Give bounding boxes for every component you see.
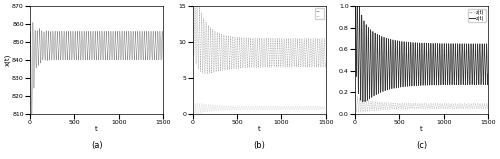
- Text: (c): (c): [416, 141, 427, 150]
- Y-axis label: x(t): x(t): [4, 54, 10, 66]
- X-axis label: t: t: [420, 126, 423, 132]
- Text: (b): (b): [253, 141, 265, 150]
- Legend: z(t), z(t): z(t), z(t): [468, 9, 485, 22]
- Legend: , : ,: [315, 8, 324, 19]
- X-axis label: t: t: [258, 126, 260, 132]
- X-axis label: t: t: [95, 126, 98, 132]
- Text: (a): (a): [91, 141, 102, 150]
